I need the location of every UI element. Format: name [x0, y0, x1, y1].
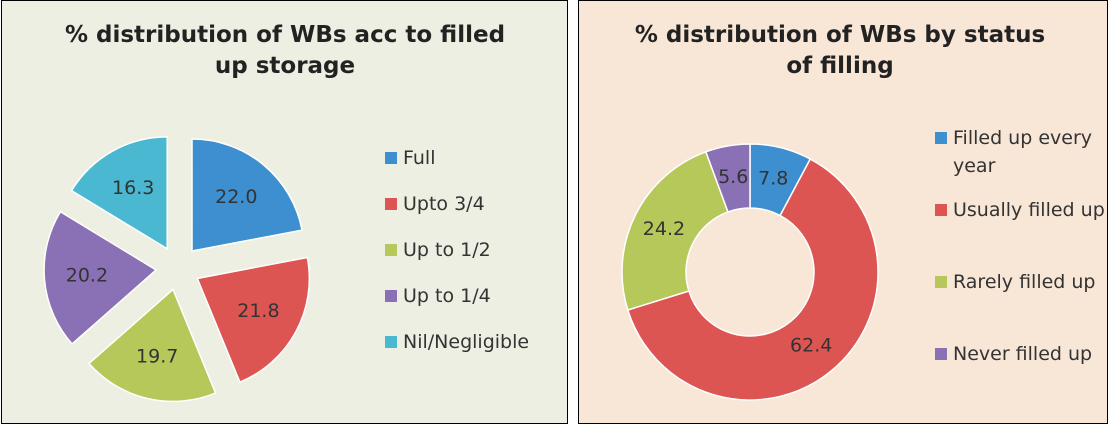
- legend-label: Never filled up: [953, 343, 1093, 365]
- slice: [196, 256, 311, 384]
- legend-swatch: [935, 204, 947, 216]
- legend-label: Upto 3/4: [403, 193, 485, 215]
- slice: [621, 150, 729, 311]
- legend-label: Filled up every year: [953, 127, 1092, 177]
- slice: [70, 136, 168, 251]
- slice: [626, 158, 879, 401]
- data-label: 7.8: [758, 167, 788, 189]
- data-label: 20.2: [66, 265, 108, 287]
- slice: [191, 138, 303, 252]
- data-label: 19.7: [136, 346, 178, 368]
- legend-swatch: [935, 276, 947, 288]
- data-label: 5.6: [718, 166, 748, 188]
- slice: [704, 143, 751, 213]
- legend-swatch: [385, 198, 397, 210]
- data-label: 21.8: [237, 300, 279, 322]
- legend-label: Up to 1/2: [403, 239, 491, 261]
- slice: [87, 288, 217, 403]
- legend-swatch: [935, 132, 947, 144]
- legend-label: Rarely filled up: [953, 271, 1096, 293]
- chart-title: % distribution of WBs acc to filled up s…: [64, 22, 506, 79]
- legend-label: Up to 1/4: [403, 285, 491, 307]
- legend-label: Usually filled up: [953, 199, 1105, 221]
- legend-swatch: [385, 290, 397, 302]
- data-label: 24.2: [643, 218, 685, 240]
- slice: [43, 210, 158, 346]
- legend-label: Full: [403, 147, 436, 169]
- legend-swatch: [385, 336, 397, 348]
- legend-swatch: [935, 348, 947, 360]
- legend-swatch: [385, 152, 397, 164]
- data-label: 16.3: [112, 177, 154, 199]
- legend-label: Nil/Negligible: [403, 331, 530, 353]
- data-label: 62.4: [790, 334, 832, 356]
- legend-swatch: [385, 244, 397, 256]
- data-label: 22.0: [215, 186, 257, 208]
- chart-title: % distribution of WBs by status of filli…: [634, 22, 1046, 79]
